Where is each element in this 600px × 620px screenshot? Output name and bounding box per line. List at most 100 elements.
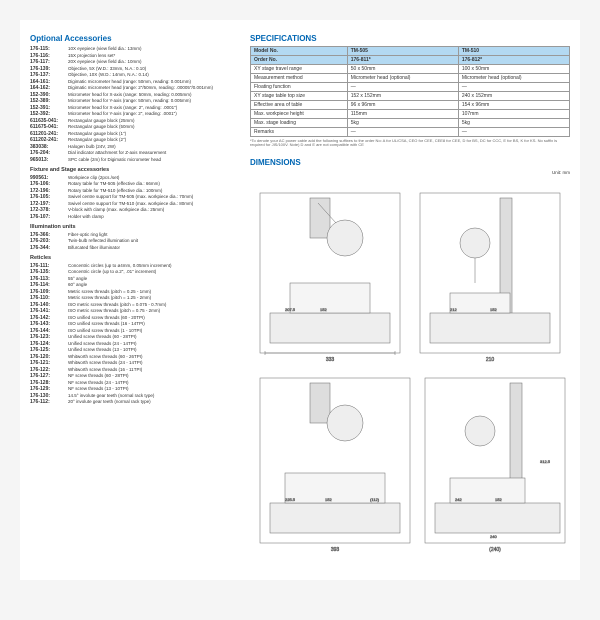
item-code: 176-117: <box>30 59 68 65</box>
spec-cell: 96 x 96mm <box>347 101 458 110</box>
spec-cell: — <box>347 83 458 92</box>
item-desc: Fiber-optic ring light <box>68 232 240 238</box>
item-desc: Swivel centre support for TM-510 (max. w… <box>68 201 240 207</box>
item-desc: Micrometer head for Y-axis (range: 50mm,… <box>68 98 240 104</box>
item-desc: V-block with clamp (max. workpiece dia.:… <box>68 207 240 213</box>
item-code: 176-114: <box>30 282 68 288</box>
svg-text:312.5: 312.5 <box>540 459 551 464</box>
svg-text:333: 333 <box>326 357 335 363</box>
item-code: 176-144: <box>30 328 68 334</box>
item-code: 176-129: <box>30 386 68 392</box>
item-desc: Whitworth screw threads (24 - 14TPI) <box>68 360 240 366</box>
item-code: 176-112: <box>30 399 68 405</box>
illumination-list: 176-366:Fiber-optic ring light176-203:Tw… <box>30 232 240 251</box>
item-desc: ISO unified screw threads (16 - 14TPI) <box>68 321 240 327</box>
item-code: 176-120: <box>30 354 68 360</box>
item-desc: ISO metric screw threads (pitch = 0.075 … <box>68 302 240 308</box>
reticles-title: Reticles <box>30 255 240 261</box>
item-code: 176-203: <box>30 238 68 244</box>
item-desc: Halogen bulb (24V, 2W) <box>68 144 240 150</box>
spec-cell: Micrometer head (optional) <box>347 74 458 83</box>
item-code: 176-366: <box>30 232 68 238</box>
item-code: 176-135: <box>30 269 68 275</box>
svg-text:225.5: 225.5 <box>285 497 296 502</box>
svg-text:240: 240 <box>490 534 497 539</box>
item-code: 152-391: <box>30 105 68 111</box>
svg-text:(112): (112) <box>370 497 380 502</box>
item-code: 152-390: <box>30 92 68 98</box>
item-code: 611201-241: <box>30 131 68 137</box>
item-desc: Rectangular gauge block (25mm) <box>68 118 240 124</box>
item-desc: NF screw threads (60 - 28TPI) <box>68 373 240 379</box>
item-code: 176-125: <box>30 347 68 353</box>
item-desc: Dial indicator attachment for Z-axis mea… <box>68 150 240 156</box>
item-desc: Digimatic micrometer head (range: 2"/50m… <box>68 85 240 91</box>
item-desc: Objective, 10X (W.D.: 14mm, N.A.: 0.14) <box>68 72 240 78</box>
item-desc: Metric screw threads (pitch = 1.25 - 2mm… <box>68 295 240 301</box>
spec-cell: — <box>458 83 569 92</box>
reticles-list: 176-111:Concentric circles (up to ø4mm, … <box>30 263 240 406</box>
item-desc: ISO unified screw threads (1 - 10TPI) <box>68 328 240 334</box>
svg-text:242: 242 <box>455 497 462 502</box>
spec-cell: Max. workpiece height <box>251 110 348 119</box>
item-code: 611635-041: <box>30 118 68 124</box>
item-code: 176-143: <box>30 321 68 327</box>
spec-cell: 100 x 50mm <box>458 65 569 74</box>
svg-text:(240): (240) <box>489 547 501 553</box>
item-desc: Holder with clamp <box>68 214 240 220</box>
item-code: 383038: <box>30 144 68 150</box>
item-code: 164-161: <box>30 79 68 85</box>
item-code: 176-106: <box>30 181 68 187</box>
item-desc: Concentric circle (up to ø.2", .01" incr… <box>68 269 240 275</box>
item-desc: Bifurcated fiber illuminator <box>68 245 240 251</box>
item-desc: Digimatic micrometer head (range: 50mm, … <box>68 79 240 85</box>
spec-cell: 176-812* <box>458 56 569 65</box>
item-desc: Rotary table for TM-510 (effective dia.:… <box>68 188 240 194</box>
item-desc: Objective, 5X (W.D.: 33mm, N.A.: 0.10) <box>68 66 240 72</box>
item-code: 176-139: <box>30 66 68 72</box>
item-desc: Micrometer head for X-axis (range: 2", r… <box>68 105 240 111</box>
dimensions-title: DIMENSIONS <box>250 158 570 167</box>
item-code: 176-123: <box>30 334 68 340</box>
spec-cell: 50 x 50mm <box>347 65 458 74</box>
item-code: 176-204: <box>30 150 68 156</box>
svg-text:207.5: 207.5 <box>285 307 296 312</box>
item-code: 176-107: <box>30 214 68 220</box>
spec-cell: 176-811* <box>347 56 458 65</box>
spec-cell: 5kg <box>458 119 569 128</box>
item-desc: Unified screw threads (24 - 14TPI) <box>68 341 240 347</box>
svg-text:393: 393 <box>331 547 340 553</box>
spec-footnote: *To denote your AC power cable add the f… <box>250 139 570 148</box>
spec-cell: Effective area of table <box>251 101 348 110</box>
item-desc: Whitworth screw threads (16 - 11TPI) <box>68 367 240 373</box>
item-code: 176-122: <box>30 367 68 373</box>
item-desc: ISO unified screw threads (60 - 20TPI) <box>68 315 240 321</box>
item-desc: SPC cable (2m) for Digimatic micrometer … <box>68 157 240 163</box>
fixture-title: Fixture and Stage accessories <box>30 167 240 173</box>
item-code: 172-378: <box>30 207 68 213</box>
optional-accessories-title: Optional Accessories <box>30 34 240 43</box>
item-code: 176-113: <box>30 276 68 282</box>
item-code: 152-392: <box>30 111 68 117</box>
item-desc: 20° involute gear teeth (normal rack typ… <box>68 399 240 405</box>
item-code: 176-344: <box>30 245 68 251</box>
item-desc: 15X projection lens set* <box>68 53 240 59</box>
spec-cell: Order No. <box>251 56 348 65</box>
item-code: 965013: <box>30 157 68 163</box>
item-desc: Twin-bulb reflected illumination unit <box>68 238 240 244</box>
item-code: 176-110: <box>30 295 68 301</box>
item-desc: Concentric circles (up to ø4mm, 0.05mm i… <box>68 263 240 269</box>
spec-cell: Model No. <box>251 47 348 56</box>
item-code: 176-141: <box>30 308 68 314</box>
spec-cell: 152 x 152mm <box>347 92 458 101</box>
item-code: 176-124: <box>30 341 68 347</box>
spec-cell: Measurement method <box>251 74 348 83</box>
item-desc: Swivel centre support for TM-505 (max. w… <box>68 194 240 200</box>
spec-cell: 5kg <box>347 119 458 128</box>
item-code: 176-137: <box>30 72 68 78</box>
fixture-list: 990561:Workpiece clip (2pcs./set)176-106… <box>30 175 240 220</box>
spec-cell: 115mm <box>347 110 458 119</box>
spec-cell: XY stage table top size <box>251 92 348 101</box>
item-desc: Rectangular gauge block (2") <box>68 137 240 143</box>
unit-label: Unit: mm <box>250 170 570 175</box>
